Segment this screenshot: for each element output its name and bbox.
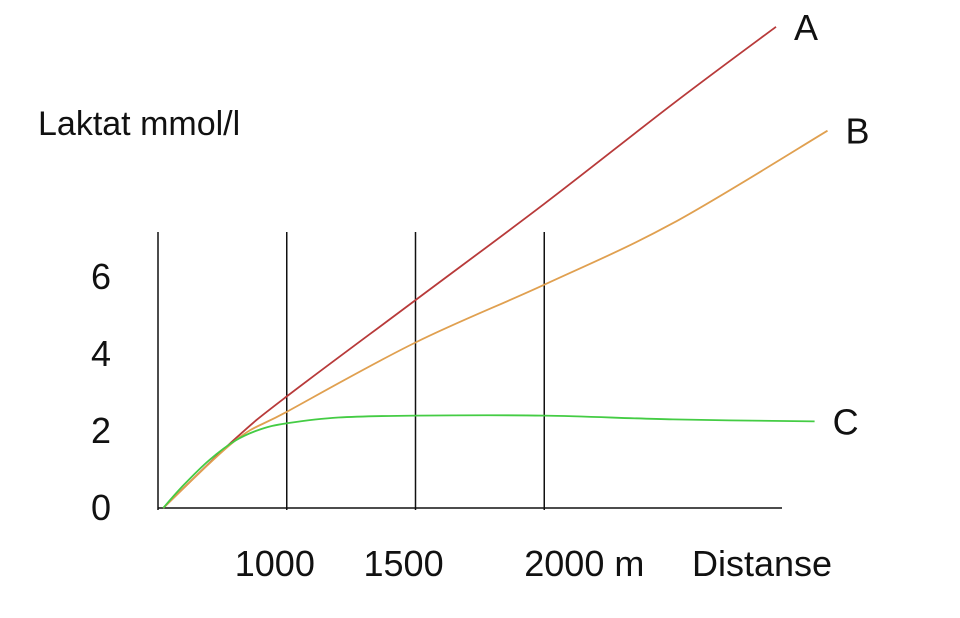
series-label-a: A bbox=[794, 7, 818, 48]
series-label-c: C bbox=[833, 401, 859, 442]
x-tick-label: 1500 bbox=[364, 543, 444, 584]
x-tick-label: 1000 bbox=[235, 543, 315, 584]
x-tick-label: 2000 m bbox=[524, 543, 644, 584]
x-tick-labels: 1000 1500 2000 m bbox=[235, 543, 645, 584]
grid-lines bbox=[157, 232, 545, 510]
series-line-b bbox=[162, 129, 828, 509]
y-tick-labels: 0 2 4 6 bbox=[91, 256, 111, 528]
y-tick-label: 0 bbox=[91, 487, 111, 528]
series-label-b: B bbox=[846, 111, 870, 152]
y-tick-label: 4 bbox=[91, 333, 111, 374]
x-axis-label: Distanse bbox=[692, 543, 832, 584]
y-tick-label: 6 bbox=[91, 256, 111, 297]
y-axis-label: Laktat mmol/l bbox=[38, 105, 240, 143]
series-lines bbox=[162, 26, 828, 509]
series-line-a bbox=[162, 26, 777, 509]
y-tick-label: 2 bbox=[91, 410, 111, 451]
series-line-c bbox=[162, 414, 815, 509]
series-labels: A B C bbox=[794, 7, 870, 443]
